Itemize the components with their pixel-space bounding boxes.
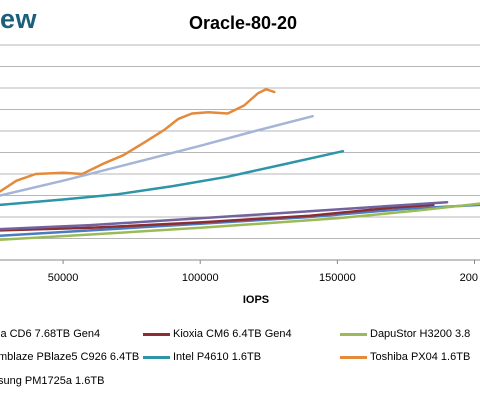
legend-item: Kioxia CM6 6.4TB Gen4 bbox=[143, 326, 292, 342]
legend-item: sung PM1725a 1.6TB bbox=[0, 373, 104, 389]
legend-item: mblaze PBlaze5 C926 6.4TB bbox=[0, 349, 139, 365]
x-tick-labels: 50000 100000 150000 200 bbox=[48, 260, 478, 284]
series-line-2 bbox=[0, 202, 480, 242]
series-line-3 bbox=[0, 200, 449, 231]
x-tick-label: 200 bbox=[460, 272, 478, 284]
legend-swatch bbox=[340, 355, 367, 359]
series-line-4 bbox=[0, 149, 345, 207]
series-line-5 bbox=[0, 88, 276, 193]
series-line-0 bbox=[0, 203, 480, 238]
line-chart: 50000 100000 150000 200 IOPS bbox=[0, 44, 480, 306]
brand-logo-text: ew bbox=[0, 4, 38, 34]
legend-label: mblaze PBlaze5 C926 6.4TB bbox=[0, 351, 140, 363]
legend-label: Intel P4610 1.6TB bbox=[173, 351, 262, 363]
x-axis-label: IOPS bbox=[243, 294, 269, 306]
legend-label: Kioxia CM6 6.4TB Gen4 bbox=[173, 328, 292, 340]
legend-label: Toshiba PX04 1.6TB bbox=[370, 351, 471, 363]
x-tick-label: 150000 bbox=[319, 272, 356, 284]
x-tick-label: 100000 bbox=[182, 272, 219, 284]
legend-swatch bbox=[143, 332, 170, 336]
legend-swatch bbox=[340, 332, 367, 336]
legend-label: ia CD6 7.68TB Gen4 bbox=[0, 328, 101, 340]
legend-item: Toshiba PX04 1.6TB bbox=[340, 349, 470, 365]
legend-item: Intel P4610 1.6TB bbox=[143, 349, 261, 365]
chart-legend: ia CD6 7.68TB Gen4 Kioxia CM6 6.4TB Gen4 D… bbox=[0, 323, 480, 401]
series-line-1 bbox=[0, 203, 435, 232]
legend-label: sung PM1725a 1.6TB bbox=[0, 375, 105, 387]
legend-item: DapuStor H3200 3.8 bbox=[340, 326, 470, 342]
chart-series-group bbox=[0, 88, 480, 242]
chart-title: Oracle-80-20 bbox=[188, 13, 298, 33]
legend-swatch bbox=[143, 355, 170, 359]
legend-item: ia CD6 7.68TB Gen4 bbox=[0, 326, 100, 342]
legend-label: DapuStor H3200 3.8 bbox=[370, 328, 471, 340]
series-line-6 bbox=[0, 114, 314, 197]
x-tick-label: 50000 bbox=[48, 272, 79, 284]
